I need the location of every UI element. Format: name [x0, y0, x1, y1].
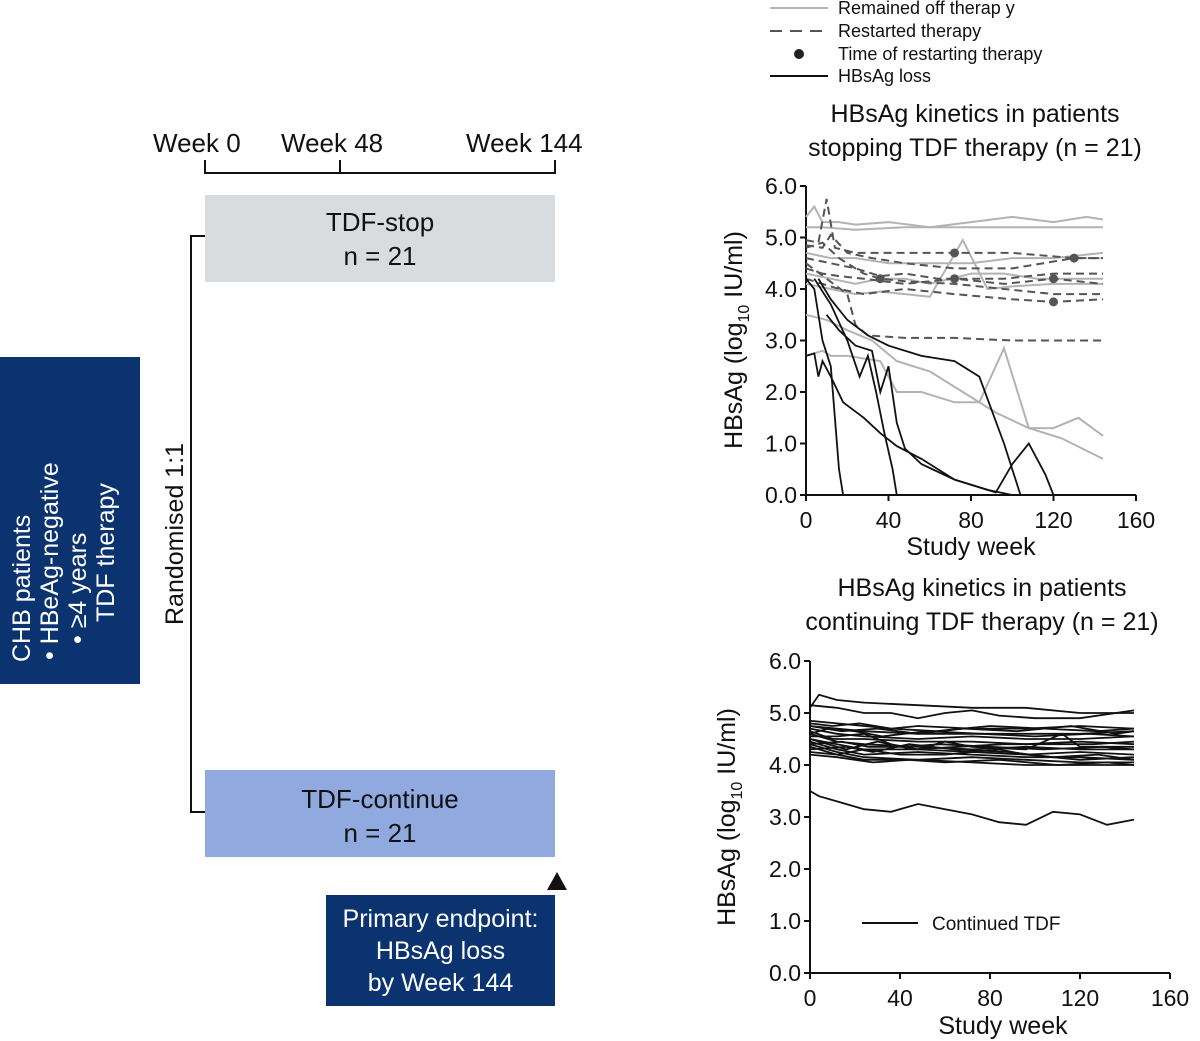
- y-tick-label: 1.0: [769, 908, 801, 934]
- series-line-loss: [805, 278, 844, 496]
- triangle-marker: [547, 872, 567, 890]
- arm-tdf-stop-n: n = 21: [343, 241, 417, 271]
- endpoint-line-1: Primary endpoint:: [342, 905, 539, 933]
- legend-item-dot: Time of restarting therapy: [794, 44, 1042, 64]
- top-legend: Remained off therap y Restarted therapy Ti…: [770, 0, 1042, 86]
- chart-continuing: HBsAg kinetics in patients continuing TDF…: [713, 574, 1189, 1040]
- series-line-off: [805, 345, 1104, 437]
- legend-label: HBsAg loss: [838, 66, 931, 86]
- y-tick-label: 4.0: [769, 752, 801, 778]
- series-line-off: [805, 204, 1104, 229]
- restart-point: [1049, 297, 1058, 307]
- series-line-continued: [810, 732, 1134, 751]
- restart-point: [950, 248, 959, 258]
- restart-point: [875, 274, 885, 284]
- legend-label: Time of restarting therapy: [838, 44, 1042, 64]
- y-tick-label: 2.0: [769, 856, 801, 882]
- x-tick-label: 80: [958, 507, 984, 533]
- series-line-loss: [805, 352, 1013, 496]
- arm-tdf-stop: TDF-stop n = 21: [205, 195, 555, 282]
- series-line-continued: [809, 740, 1135, 751]
- series-line-loss: [813, 278, 898, 496]
- series-line-continued: [809, 704, 1135, 720]
- series-line-continued: [809, 725, 1135, 735]
- y-tick-label: 5.0: [769, 700, 801, 726]
- series-line-continued: [809, 727, 1135, 740]
- y-tick-label: 3.0: [769, 804, 801, 830]
- chart-title-line-1: HBsAg kinetics in patients: [830, 100, 1119, 128]
- x-tick-label: 0: [800, 507, 813, 533]
- series-line-restart: [805, 277, 1104, 303]
- design-connectors: [190, 160, 567, 890]
- y-axis-label: HBsAg (log10 IU/ml): [713, 708, 746, 926]
- series-line-continued: [809, 753, 1135, 766]
- series-line-loss: [817, 278, 1022, 496]
- population-box: CHB patients • HBeAg-negative • ≥4 years…: [0, 357, 140, 684]
- arm-tdf-stop-name: TDF-stop: [325, 207, 435, 237]
- legend-label-continued: Continued TDF: [932, 914, 1061, 935]
- y-tick-label: 6.0: [765, 173, 797, 199]
- series-line-continued: [809, 740, 1135, 761]
- series-line-off: [806, 226, 1103, 231]
- arm-tdf-continue: TDF-continue n = 21: [205, 770, 555, 857]
- series-line-continued: [809, 743, 1135, 761]
- chart-title-line-1: HBsAg kinetics in patients: [837, 574, 1126, 602]
- series-line-off: [805, 238, 1103, 298]
- y-axis-label: HBsAg (log10 IU/ml): [720, 231, 753, 449]
- y-tick-label: 6.0: [769, 648, 801, 674]
- x-tick-label: 0: [804, 985, 817, 1011]
- legend-label: Remained off therap y: [838, 0, 1015, 18]
- primary-endpoint-box: Primary endpoint: HBsAg loss by Week 144: [326, 895, 555, 1006]
- timeline-week-48: Week 48: [281, 128, 384, 158]
- endpoint-line-3: by Week 144: [367, 969, 514, 997]
- y-tick-label: 0.0: [769, 960, 801, 986]
- arm-tdf-continue-name: TDF-continue: [301, 784, 459, 814]
- y-tick-label: 1.0: [765, 431, 797, 457]
- y-tick-label: 5.0: [765, 225, 797, 251]
- series-line-restart: [805, 233, 1103, 270]
- series-line-loss: [825, 314, 1055, 496]
- series-line-off: [805, 313, 1104, 460]
- chart-title-line-2: stopping TDF therapy (n = 21): [808, 134, 1142, 162]
- x-tick-label: 40: [876, 507, 902, 533]
- timeline-week-0: Week 0: [153, 128, 241, 158]
- series-line-restart: [805, 198, 1103, 260]
- series-line-restart: [805, 257, 1103, 280]
- x-tick-label: 40: [887, 985, 913, 1011]
- y-tick-label: 3.0: [765, 328, 797, 354]
- x-tick-label: 160: [1117, 507, 1155, 533]
- y-tick-label: 2.0: [765, 379, 797, 405]
- randomisation-bracket: [190, 235, 205, 813]
- y-tick-label: 4.0: [765, 276, 797, 302]
- restart-point: [1049, 274, 1058, 284]
- arm-tdf-continue-n: n = 21: [343, 818, 417, 848]
- timeline-week-144: Week 144: [466, 128, 583, 158]
- series-line-off: [805, 272, 1103, 285]
- series-line-continued: [809, 738, 1135, 756]
- legend-item-solid-black: HBsAg loss: [770, 66, 931, 86]
- series-line-continued: [809, 738, 1135, 751]
- legend-label: Restarted therapy: [838, 21, 981, 41]
- series-line-continued: [809, 748, 1135, 761]
- x-tick-label: 120: [1034, 507, 1072, 533]
- x-axis-label: Study week: [906, 533, 1036, 561]
- chart-stopping: HBsAg kinetics in patients stopping TDF t…: [720, 100, 1155, 561]
- x-axis-label: Study week: [938, 1012, 1068, 1040]
- chart-title-line-2: continuing TDF therapy (n = 21): [805, 608, 1158, 636]
- legend-item-dashed: Restarted therapy: [770, 21, 981, 41]
- x-tick-label: 120: [1061, 985, 1099, 1011]
- series-line-restart: [805, 262, 1103, 342]
- endpoint-line-2: HBsAg loss: [375, 937, 506, 965]
- series-line-continued: [809, 790, 1135, 826]
- restart-point: [1069, 253, 1079, 263]
- legend-item-solid-grey: Remained off therap y: [770, 0, 1015, 18]
- y-tick-label: 0.0: [765, 482, 797, 508]
- series-line-continued: [809, 693, 1134, 714]
- legend-swatch-dot: [794, 49, 804, 59]
- x-tick-label: 160: [1151, 985, 1189, 1011]
- x-tick-label: 80: [977, 985, 1003, 1011]
- series-line-restart: [805, 241, 1103, 296]
